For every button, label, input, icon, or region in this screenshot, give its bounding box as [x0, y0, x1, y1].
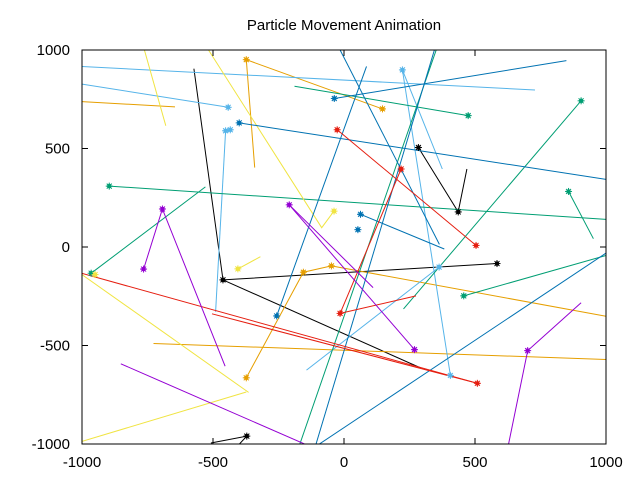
particle-path-34	[360, 213, 445, 250]
particle-marker-30	[354, 226, 362, 234]
x-tick-label: -500	[198, 454, 228, 471]
chart-title: Particle Movement Animation	[247, 17, 441, 34]
particle-marker-17	[105, 182, 113, 190]
particle-marker-23	[91, 271, 99, 279]
particle-marker-20	[460, 292, 468, 300]
particle-path-6	[246, 59, 383, 110]
particle-path-37	[82, 272, 478, 384]
particle-path-36	[315, 50, 435, 444]
particle-marker-15	[446, 371, 454, 379]
particle-marker-22	[565, 187, 573, 195]
particle-path-17	[306, 266, 440, 371]
y-axis: -1000 -500 0 500 1000	[32, 42, 606, 453]
y-tick-label: 0	[62, 239, 70, 256]
x-tick-label: 0	[340, 454, 348, 471]
particle-marker-25	[234, 265, 242, 273]
plot-lines	[82, 50, 606, 444]
particle-path-8	[331, 265, 606, 317]
particle-path-2	[222, 279, 422, 369]
particle-path-18	[109, 185, 606, 220]
particle-marker-5	[454, 208, 462, 216]
particle-path-16	[401, 69, 451, 376]
particle-path-44	[288, 204, 415, 350]
particle-path-11	[82, 66, 536, 91]
particle-marker-37	[158, 205, 166, 213]
particle-marker-13	[226, 126, 234, 134]
particle-marker-1	[219, 276, 227, 284]
particle-marker-19	[464, 112, 472, 120]
particle-marker-6	[242, 56, 250, 64]
particle-path-30	[239, 122, 606, 180]
particle-path-41	[339, 295, 417, 314]
particle-marker-7	[379, 105, 387, 113]
particle-marker-28	[273, 312, 281, 320]
particle-path-22	[403, 100, 582, 310]
particle-marker-29	[357, 210, 365, 218]
particle-path-10	[153, 343, 606, 360]
particle-marker-38	[285, 201, 293, 209]
particle-path-43	[288, 204, 374, 288]
x-tick-label: -1000	[63, 454, 101, 471]
particle-path-5	[245, 59, 256, 168]
particle-path-28	[208, 50, 335, 229]
particle-path-31	[334, 60, 567, 99]
y-tick-label: 500	[45, 141, 70, 158]
particle-path-40	[339, 168, 402, 314]
particle-marker-21	[577, 97, 585, 105]
particle-marker-4	[414, 144, 422, 152]
particle-path-35	[318, 252, 606, 444]
particle-marker-16	[435, 263, 443, 271]
particle-path-23	[568, 191, 594, 239]
particle-marker-32	[472, 241, 480, 249]
particle-marker-3	[243, 432, 251, 440]
particle-path-9	[82, 101, 176, 108]
particle-path-45	[120, 363, 306, 444]
particle-marker-39	[410, 346, 418, 354]
particle-path-26	[82, 274, 249, 393]
particle-marker-9	[299, 268, 307, 276]
particle-marker-36	[140, 265, 148, 273]
particle-path-12	[82, 83, 229, 108]
particle-path-39	[336, 129, 477, 246]
particle-path-38	[211, 313, 478, 384]
particle-path-13	[215, 130, 227, 312]
particle-path-27	[143, 50, 167, 126]
particle-path-29	[237, 256, 261, 270]
particle-marker-24	[330, 207, 338, 215]
particle-marker-40	[524, 347, 532, 355]
particle-path-32	[276, 66, 367, 317]
particle-marker-8	[242, 374, 250, 382]
particle-marker-34	[336, 309, 344, 317]
particle-marker-31	[333, 126, 341, 134]
y-tick-label: 1000	[37, 42, 70, 59]
particle-marker-26	[235, 119, 243, 127]
particle-marker-33	[397, 165, 405, 173]
particle-path-20	[294, 85, 469, 117]
y-tick-label: -500	[40, 338, 70, 355]
particle-path-33	[339, 50, 440, 245]
particle-path-21	[463, 255, 606, 297]
particle-marker-14	[398, 66, 406, 74]
particle-marker-2	[493, 260, 501, 268]
particle-path-19	[90, 186, 206, 274]
x-axis: -1000 -500 0 500 1000	[63, 50, 623, 471]
particle-marker-35	[473, 379, 481, 387]
particle-marker-27	[330, 94, 338, 102]
x-tick-label: 500	[462, 454, 487, 471]
y-tick-label: -1000	[32, 436, 70, 453]
particle-marker-11	[224, 103, 232, 111]
plot-markers	[87, 56, 585, 440]
particle-marker-10	[327, 262, 335, 270]
particle-path-25	[82, 391, 247, 442]
particle-marker-12	[222, 127, 230, 135]
x-tick-label: 1000	[589, 454, 622, 471]
